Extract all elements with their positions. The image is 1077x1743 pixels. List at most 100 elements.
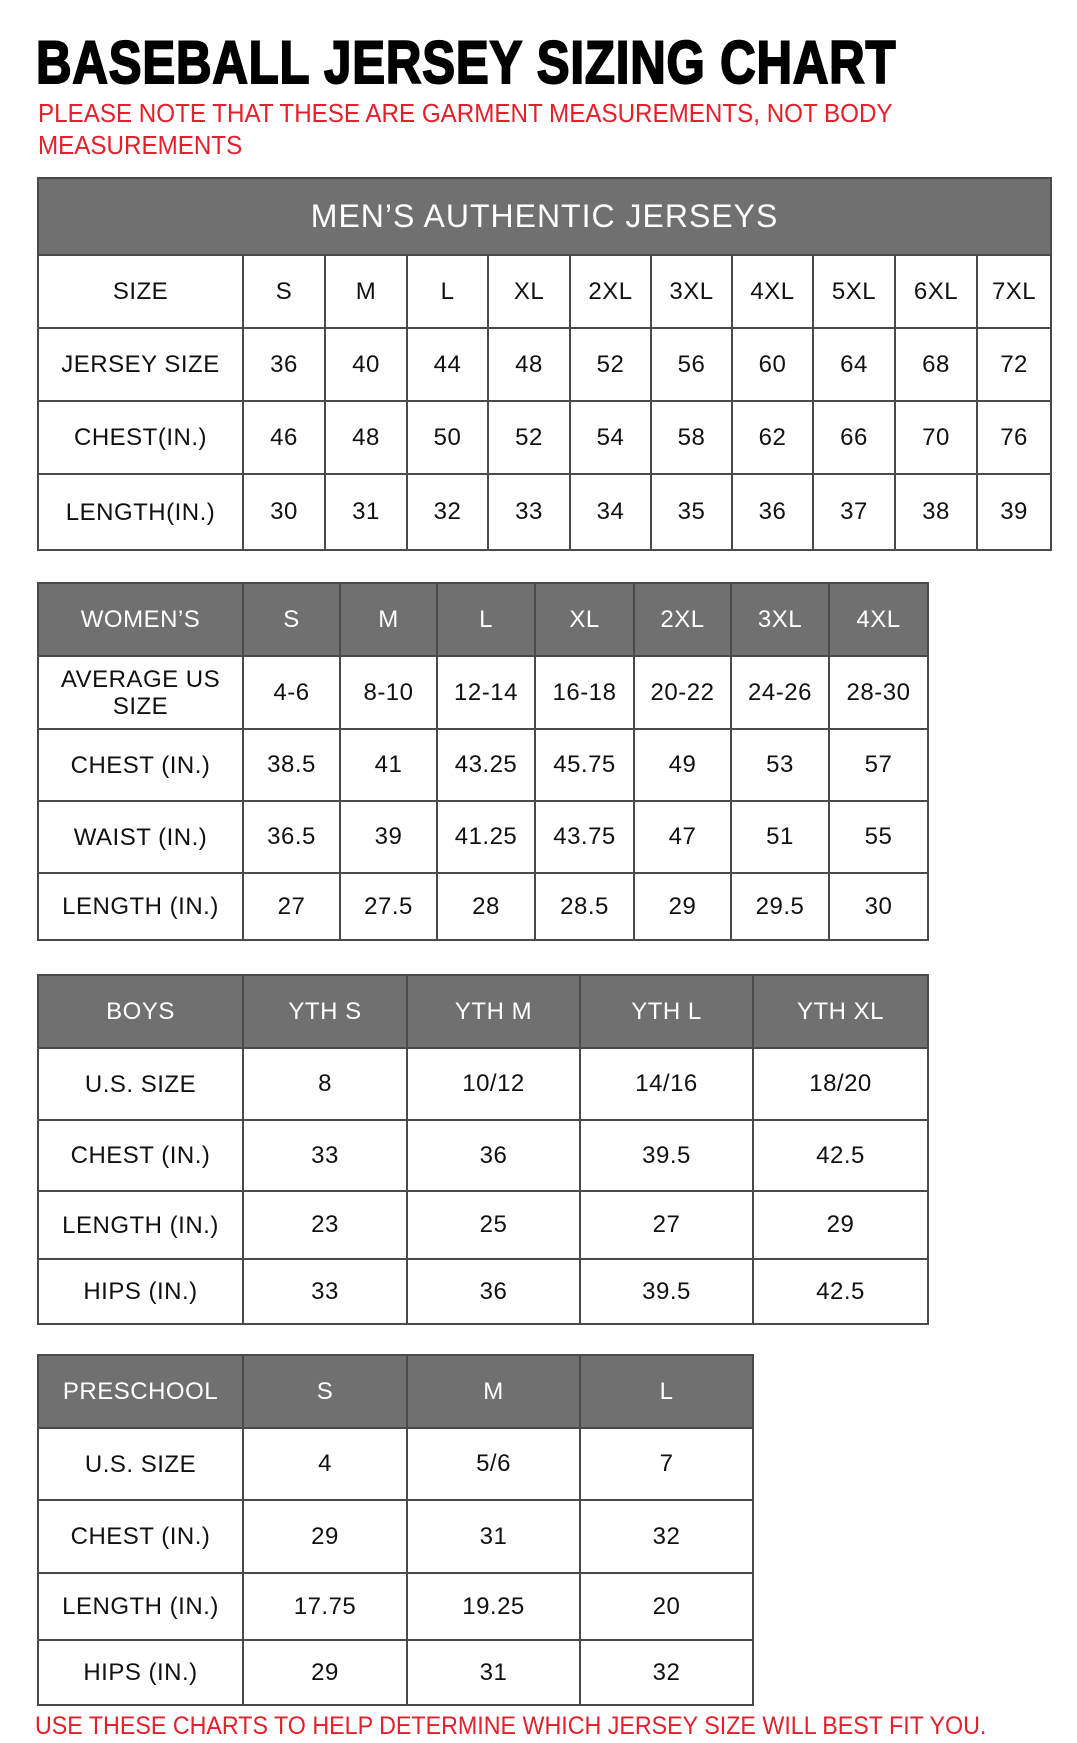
boys-header-row: BOYS YTH S YTH M YTH L YTH XL bbox=[37, 974, 929, 1049]
table-row: LENGTH (IN.) 27 27.5 28 28.5 29 29.5 30 bbox=[37, 872, 929, 941]
measurement-cell: 60 bbox=[731, 327, 814, 402]
size-column-header: L bbox=[579, 1354, 754, 1429]
footer-note: USE THESE CHARTS TO HELP DETERMINE WHICH… bbox=[35, 1712, 987, 1740]
boys-size-table: BOYS YTH S YTH M YTH L YTH XL U.S. SIZE 8 10/12… bbox=[37, 974, 929, 1325]
measurement-cell: 28-30 bbox=[828, 655, 929, 730]
mens-size-table: MEN’S AUTHENTIC JERSEYS SIZE S M L XL 2XL 3XL 4X… bbox=[36, 177, 1053, 551]
preschool-header-row: PRESCHOOL S M L bbox=[37, 1354, 754, 1429]
measurement-cell: 4-6 bbox=[242, 655, 341, 730]
measurement-cell: 27.5 bbox=[339, 872, 438, 941]
measurement-cell: 51 bbox=[730, 800, 830, 874]
page-title: BASEBALL JERSEY SIZING CHART bbox=[35, 28, 897, 97]
row-label: LENGTH(IN.) bbox=[37, 473, 244, 551]
header-label: WOMEN’S bbox=[37, 582, 244, 657]
measurement-cell: 41 bbox=[339, 728, 438, 802]
measurement-cell: 76 bbox=[975, 400, 1053, 475]
garment-measurement-note: PLEASE NOTE THAT THESE ARE GARMENT MEASU… bbox=[38, 98, 893, 160]
measurement-cell: 46 bbox=[242, 400, 326, 475]
table-row: U.S. SIZE 8 10/12 14/16 18/20 bbox=[37, 1047, 929, 1121]
measurement-cell: 43.25 bbox=[436, 728, 536, 802]
size-column-header: XL bbox=[534, 582, 635, 657]
row-label: U.S. SIZE bbox=[37, 1427, 244, 1501]
measurement-cell: 43.75 bbox=[534, 800, 635, 874]
measurement-cell: 29 bbox=[633, 872, 732, 941]
measurement-cell: 70 bbox=[894, 400, 978, 475]
measurement-cell: 33 bbox=[242, 1119, 408, 1192]
measurement-cell: 48 bbox=[487, 327, 571, 402]
measurement-cell: 33 bbox=[487, 473, 571, 551]
row-label: LENGTH (IN.) bbox=[37, 1572, 244, 1641]
measurement-cell: 8 bbox=[242, 1047, 408, 1121]
size-column-header: L bbox=[436, 582, 536, 657]
measurement-cell: 41.25 bbox=[436, 800, 536, 874]
measurement-cell: 19.25 bbox=[406, 1572, 581, 1641]
measurement-cell: 29 bbox=[242, 1499, 408, 1574]
table-row: LENGTH (IN.) 17.75 19.25 20 bbox=[37, 1572, 754, 1641]
measurement-cell: 42.5 bbox=[752, 1258, 929, 1325]
size-column-header: 3XL bbox=[650, 254, 733, 329]
measurement-cell: 32 bbox=[579, 1499, 754, 1574]
measurement-cell: 68 bbox=[894, 327, 978, 402]
measurement-cell: 50 bbox=[406, 400, 489, 475]
measurement-cell: 32 bbox=[579, 1639, 754, 1706]
measurement-cell: 36 bbox=[731, 473, 814, 551]
table-row: U.S. SIZE 4 5/6 7 bbox=[37, 1427, 754, 1501]
measurement-cell: 39 bbox=[339, 800, 438, 874]
row-label: CHEST (IN.) bbox=[37, 1119, 244, 1192]
measurement-cell: 4 bbox=[242, 1427, 408, 1501]
size-column-header: XL bbox=[487, 254, 571, 329]
table-row: HIPS (IN.) 29 31 32 bbox=[37, 1639, 754, 1706]
measurement-cell: 32 bbox=[406, 473, 489, 551]
size-column-header: M bbox=[406, 1354, 581, 1429]
measurement-cell: 29.5 bbox=[730, 872, 830, 941]
measurement-cell: 54 bbox=[569, 400, 652, 475]
size-column-header: 2XL bbox=[633, 582, 732, 657]
measurement-cell: 40 bbox=[324, 327, 408, 402]
size-column-header: 3XL bbox=[730, 582, 830, 657]
measurement-cell: 36 bbox=[406, 1119, 581, 1192]
measurement-cell: 20-22 bbox=[633, 655, 732, 730]
measurement-cell: 48 bbox=[324, 400, 408, 475]
womens-header-row: WOMEN’S S M L XL 2XL 3XL 4XL bbox=[37, 582, 929, 657]
row-label: CHEST(IN.) bbox=[37, 400, 244, 475]
measurement-cell: 39.5 bbox=[579, 1258, 754, 1325]
size-column-header: YTH S bbox=[242, 974, 408, 1049]
size-column-header: S bbox=[242, 582, 341, 657]
table-row: CHEST(IN.) 46 48 50 52 54 58 62 66 70 76 bbox=[37, 400, 1053, 475]
size-column-header: 4XL bbox=[731, 254, 814, 329]
table-row: JERSEY SIZE 36 40 44 48 52 56 60 64 68 72 bbox=[37, 327, 1053, 402]
measurement-cell: 47 bbox=[633, 800, 732, 874]
size-column-header: YTH L bbox=[579, 974, 754, 1049]
measurement-cell: 39 bbox=[975, 473, 1053, 551]
measurement-cell: 39.5 bbox=[579, 1119, 754, 1192]
table-row: WAIST (IN.) 36.5 39 41.25 43.75 47 51 55 bbox=[37, 800, 929, 874]
row-label: HIPS (IN.) bbox=[37, 1639, 244, 1706]
measurement-cell: 24-26 bbox=[730, 655, 830, 730]
size-column-header: 4XL bbox=[828, 582, 929, 657]
measurement-cell: 27 bbox=[242, 872, 341, 941]
measurement-cell: 35 bbox=[650, 473, 733, 551]
preschool-size-table: PRESCHOOL S M L U.S. SIZE 4 5/6 7 CHEST (IN.) 29 3… bbox=[37, 1354, 754, 1706]
row-label: HIPS (IN.) bbox=[37, 1258, 244, 1325]
measurement-cell: 52 bbox=[569, 327, 652, 402]
measurement-cell: 57 bbox=[828, 728, 929, 802]
measurement-cell: 64 bbox=[812, 327, 896, 402]
measurement-cell: 5/6 bbox=[406, 1427, 581, 1501]
measurement-cell: 27 bbox=[579, 1190, 754, 1260]
measurement-cell: 30 bbox=[242, 473, 326, 551]
row-label: WAIST (IN.) bbox=[37, 800, 244, 874]
measurement-cell: 23 bbox=[242, 1190, 408, 1260]
measurement-cell: 30 bbox=[828, 872, 929, 941]
measurement-cell: 31 bbox=[406, 1499, 581, 1574]
size-column-header: M bbox=[324, 254, 408, 329]
size-column-header: S bbox=[242, 1354, 408, 1429]
measurement-cell: 16-18 bbox=[534, 655, 635, 730]
measurement-cell: 45.75 bbox=[534, 728, 635, 802]
measurement-cell: 36 bbox=[406, 1258, 581, 1325]
measurement-cell: 28 bbox=[436, 872, 536, 941]
table-row: LENGTH (IN.) 23 25 27 29 bbox=[37, 1190, 929, 1260]
row-label: AVERAGE US SIZE bbox=[37, 655, 244, 730]
measurement-cell: 8-10 bbox=[339, 655, 438, 730]
size-column-header: 7XL bbox=[975, 254, 1053, 329]
measurement-cell: 29 bbox=[242, 1639, 408, 1706]
